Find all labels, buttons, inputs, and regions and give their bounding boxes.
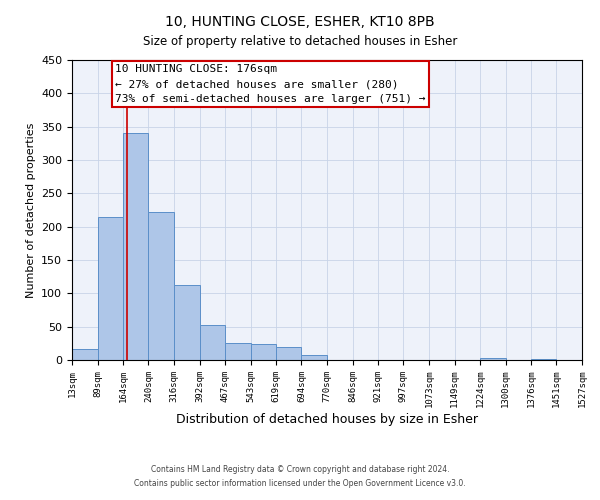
Text: 10 HUNTING CLOSE: 176sqm
← 27% of detached houses are smaller (280)
73% of semi-: 10 HUNTING CLOSE: 176sqm ← 27% of detach… bbox=[115, 64, 426, 104]
Bar bbox=[98, 216, 123, 360]
X-axis label: Distribution of detached houses by size in Esher: Distribution of detached houses by size … bbox=[176, 413, 478, 426]
Bar bbox=[582, 358, 600, 360]
Bar bbox=[174, 284, 200, 360]
Y-axis label: Number of detached properties: Number of detached properties bbox=[26, 122, 35, 298]
Bar bbox=[276, 346, 301, 360]
Text: Contains HM Land Registry data © Crown copyright and database right 2024.
Contai: Contains HM Land Registry data © Crown c… bbox=[134, 466, 466, 487]
Bar bbox=[123, 132, 148, 360]
Bar bbox=[251, 344, 276, 360]
Bar bbox=[480, 358, 506, 360]
Bar bbox=[72, 350, 98, 360]
Bar bbox=[225, 344, 251, 360]
Bar bbox=[301, 356, 327, 360]
Bar bbox=[148, 212, 174, 360]
Bar bbox=[531, 358, 556, 360]
Bar bbox=[200, 324, 225, 360]
Text: 10, HUNTING CLOSE, ESHER, KT10 8PB: 10, HUNTING CLOSE, ESHER, KT10 8PB bbox=[165, 15, 435, 29]
Text: Size of property relative to detached houses in Esher: Size of property relative to detached ho… bbox=[143, 35, 457, 48]
